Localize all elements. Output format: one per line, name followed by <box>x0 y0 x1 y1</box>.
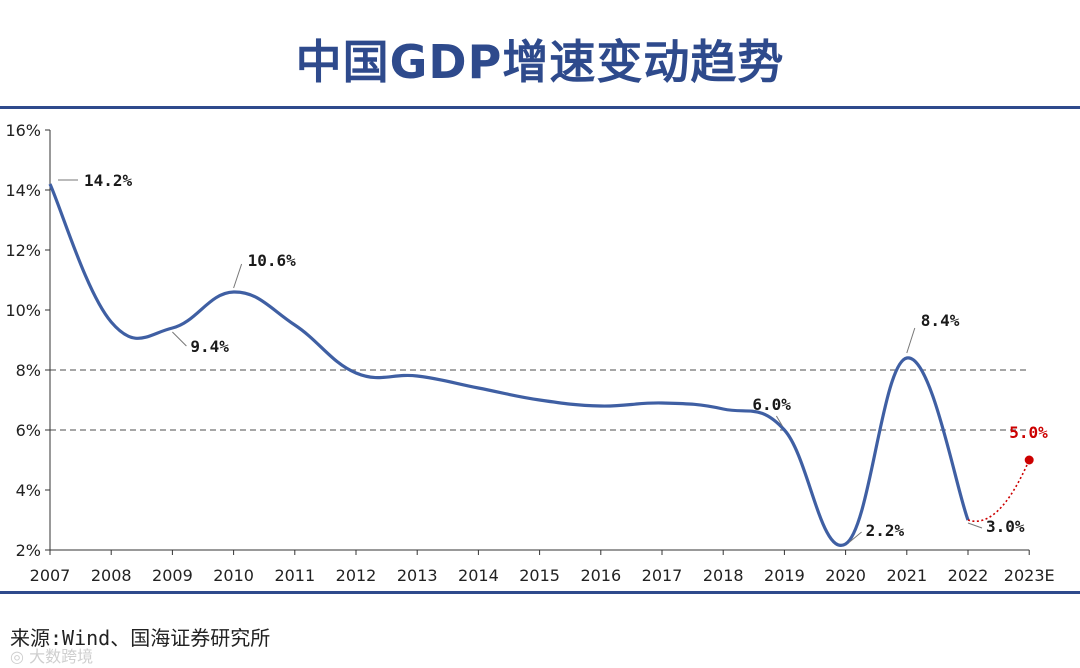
x-tick-label: 2017 <box>642 566 683 585</box>
x-tick-label: 2013 <box>397 566 438 585</box>
data-label: 14.2% <box>84 171 133 190</box>
label-leader-line <box>967 522 983 529</box>
chart-series <box>48 183 1034 547</box>
title-rule <box>0 106 1080 109</box>
data-label: 8.4% <box>921 311 960 330</box>
data-label: 9.4% <box>190 337 229 356</box>
y-tick-label: 14% <box>5 181 41 200</box>
x-tick-label: 2018 <box>703 566 744 585</box>
x-tick-label: 2019 <box>764 566 805 585</box>
forecast-point <box>1024 455 1034 465</box>
label-leader-line <box>233 263 243 289</box>
x-tick-label: 2022 <box>948 566 989 585</box>
x-tick-label: 2016 <box>580 566 621 585</box>
y-tick-label: 2% <box>16 541 41 560</box>
y-tick-label: 10% <box>5 301 41 320</box>
watermark-text: 大数跨境 <box>29 647 94 666</box>
data-label: 5.0% <box>1009 423 1048 442</box>
data-label: 6.0% <box>752 395 791 414</box>
x-tick-label: 2011 <box>274 566 315 585</box>
y-tick-label: 12% <box>5 241 41 260</box>
watermark-icon: ◎ <box>10 647 24 666</box>
x-tick-label: 2007 <box>30 566 71 585</box>
x-tick-label: 2021 <box>886 566 927 585</box>
x-tick-label: 2008 <box>91 566 132 585</box>
chart-title: 中国GDP增速变动趋势 <box>295 35 785 89</box>
x-tick-label: 2009 <box>152 566 193 585</box>
x-tick-label: 2014 <box>458 566 499 585</box>
footer-rule <box>0 591 1080 594</box>
x-tick-label: 2023E <box>1004 566 1055 585</box>
x-tick-label: 2015 <box>519 566 560 585</box>
label-leader-line <box>906 327 916 354</box>
y-axis-ticks: 2% 4% 6% 8% 10% 12% 14% 16% <box>5 121 50 560</box>
label-leader-line <box>849 531 862 543</box>
x-tick-label: 2010 <box>213 566 254 585</box>
forecast-line <box>967 459 1030 522</box>
data-labels: 14.2% 9.4% 10.6% 6.0% 2.2% 8.4% 3.0% 5.0% <box>58 171 1048 543</box>
y-tick-label: 16% <box>5 121 41 140</box>
gdp-growth-line <box>48 183 970 547</box>
y-tick-label: 6% <box>16 421 41 440</box>
x-tick-label: 2012 <box>336 566 377 585</box>
data-label: 2.2% <box>866 521 905 540</box>
gdp-line-chart: 2% 4% 6% 8% 10% 12% 14% 16% 2007 2008 2009 2010 201… <box>5 121 1055 585</box>
data-label: 3.0% <box>986 517 1025 536</box>
y-tick-label: 4% <box>16 481 41 500</box>
x-axis-ticks: 2007 2008 2009 2010 2011 2012 2013 2014 2015 2016… <box>30 550 1055 585</box>
source-note: 来源:Wind、国海证券研究所 <box>10 626 271 650</box>
data-label: 10.6% <box>248 251 297 270</box>
label-leader-line <box>172 331 187 347</box>
label-leader-line <box>775 415 783 427</box>
x-tick-label: 2020 <box>825 566 866 585</box>
reference-lines <box>50 369 1030 431</box>
watermark: ◎ 大数跨境 <box>10 643 93 667</box>
y-tick-label: 8% <box>16 361 41 380</box>
